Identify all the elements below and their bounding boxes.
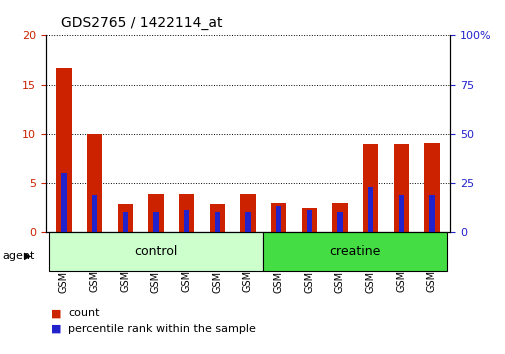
Bar bbox=[301, 208, 316, 232]
Bar bbox=[245, 212, 250, 232]
Bar bbox=[122, 212, 128, 232]
Bar bbox=[393, 144, 408, 232]
Bar bbox=[275, 206, 281, 232]
Bar bbox=[87, 133, 102, 232]
Bar bbox=[153, 212, 158, 232]
Bar bbox=[337, 212, 342, 232]
Bar bbox=[263, 232, 446, 271]
Bar bbox=[398, 195, 403, 232]
Text: ▶: ▶ bbox=[24, 251, 32, 261]
Bar bbox=[183, 210, 189, 232]
Bar bbox=[306, 210, 312, 232]
Bar bbox=[209, 204, 225, 232]
Bar bbox=[148, 194, 163, 232]
Bar bbox=[367, 187, 373, 232]
Text: control: control bbox=[134, 245, 177, 258]
Bar bbox=[332, 204, 347, 232]
Bar bbox=[240, 194, 255, 232]
Text: creatine: creatine bbox=[329, 245, 380, 258]
Bar bbox=[61, 173, 67, 232]
Bar bbox=[362, 144, 378, 232]
Bar bbox=[56, 68, 72, 232]
Bar bbox=[423, 143, 439, 232]
Bar bbox=[92, 195, 97, 232]
Bar bbox=[214, 212, 220, 232]
Bar bbox=[48, 232, 263, 271]
Bar bbox=[179, 194, 194, 232]
Text: ■: ■ bbox=[50, 308, 61, 318]
Text: percentile rank within the sample: percentile rank within the sample bbox=[68, 324, 256, 333]
Text: GDS2765 / 1422114_at: GDS2765 / 1422114_at bbox=[61, 16, 222, 30]
Text: ■: ■ bbox=[50, 324, 61, 333]
Text: agent: agent bbox=[3, 251, 35, 261]
Text: count: count bbox=[68, 308, 99, 318]
Bar bbox=[428, 195, 434, 232]
Bar bbox=[270, 204, 286, 232]
Bar bbox=[117, 204, 133, 232]
